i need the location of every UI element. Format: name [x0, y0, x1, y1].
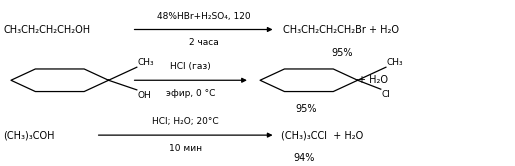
Text: (CH₃)₃CCl  + H₂O: (CH₃)₃CCl + H₂O — [281, 130, 363, 140]
Text: HCl (газ): HCl (газ) — [170, 62, 211, 71]
Text: 95%: 95% — [296, 104, 317, 114]
Text: 95%: 95% — [332, 48, 353, 58]
Text: CH₃CH₂CH₂CH₂OH: CH₃CH₂CH₂CH₂OH — [3, 25, 91, 35]
Text: CH₃: CH₃ — [387, 58, 404, 67]
Text: эфир, 0 °C: эфир, 0 °C — [166, 89, 215, 98]
Text: (CH₃)₃COH: (CH₃)₃COH — [3, 130, 55, 140]
Text: Cl: Cl — [382, 90, 391, 99]
Text: 94%: 94% — [293, 153, 315, 164]
Text: 10 мин: 10 мин — [169, 144, 202, 153]
Text: CH₃: CH₃ — [138, 58, 154, 67]
Text: CH₃CH₂CH₂CH₂Br + H₂O: CH₃CH₂CH₂CH₂Br + H₂O — [283, 25, 399, 35]
Text: OH: OH — [138, 90, 151, 100]
Text: 48%HBr+H₂SO₄, 120: 48%HBr+H₂SO₄, 120 — [157, 12, 250, 21]
Text: 2 часа: 2 часа — [188, 38, 218, 47]
Text: + H₂O: + H₂O — [357, 75, 388, 85]
Text: HCl; H₂O; 20°C: HCl; H₂O; 20°C — [152, 117, 219, 126]
